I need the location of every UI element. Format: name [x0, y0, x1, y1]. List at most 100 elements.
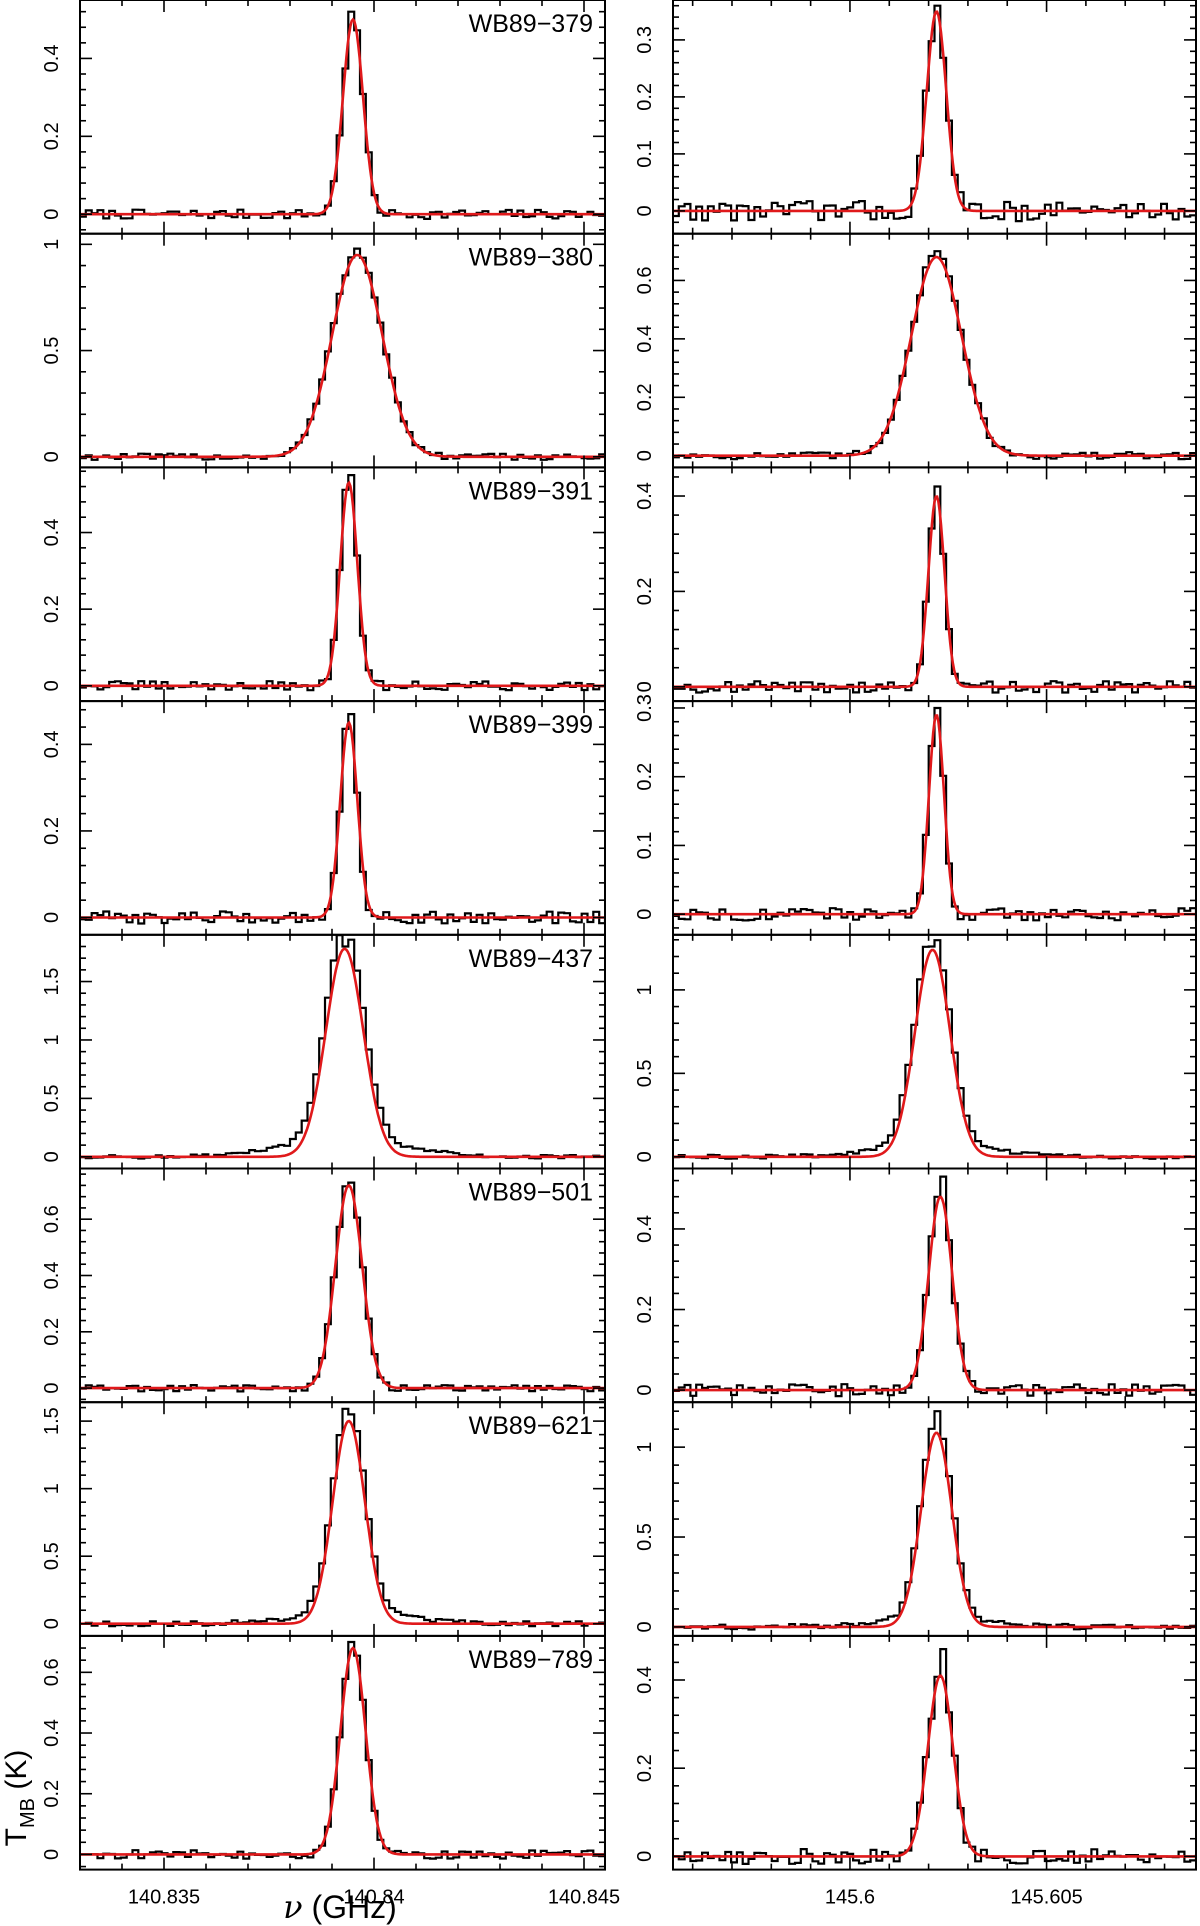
spectrum-histogram	[673, 250, 1196, 461]
y-tick-label: 0.4	[634, 325, 656, 353]
panel-right: 0 0.2 0.4	[634, 1167, 1197, 1404]
y-tick-label: 0.4	[634, 1666, 656, 1694]
panel-right: 0 0.1 0.2 0.3	[634, 0, 1197, 235]
source-label: WB89−391	[469, 477, 593, 505]
y-tick-label: 0.4	[41, 730, 63, 758]
y-tick-label: 0	[634, 909, 656, 920]
y-tick-label: 1.5	[41, 1407, 63, 1435]
gaussian-fit-line	[80, 1183, 605, 1390]
gaussian-fit-line	[80, 947, 605, 1159]
y-tick-label: 0.4	[41, 45, 63, 73]
x-tick-label: 145.6	[825, 1887, 875, 1909]
y-tick-label: 1	[634, 1442, 656, 1453]
y-tick-label: 0.2	[41, 595, 63, 623]
y-tick-label: 0	[41, 1383, 63, 1394]
y-tick-label: 0.5	[634, 1523, 656, 1551]
y-axis-title-sub: MB	[17, 1798, 39, 1828]
x-axis-title-symbol: ν	[283, 1888, 302, 1926]
source-label: WB89−399	[469, 711, 593, 739]
source-label: WB89−379	[469, 10, 593, 38]
y-tick-label: 0.2	[634, 1754, 656, 1782]
gaussian-fit-line	[673, 1195, 1196, 1392]
panel-row-8: 0 0.2 0.4 0.6 WB89−789 0 0.2 0.4	[41, 1634, 1197, 1871]
spectrum-histogram	[80, 1181, 605, 1393]
y-tick-label: 0.2	[41, 817, 63, 845]
y-tick-label: 0.4	[634, 1215, 656, 1243]
y-tick-label: 0.2	[41, 122, 63, 150]
y-tick-label: 0.5	[41, 1542, 63, 1570]
y-tick-label: 0.4	[41, 1262, 63, 1290]
y-tick-label: 0	[634, 450, 656, 461]
spectrum-histogram	[80, 247, 605, 461]
gaussian-fit-line	[673, 948, 1196, 1159]
panel-row-4: 0 0.2 0.4 WB89−399 0 0.1 0.2 0.3	[41, 694, 1197, 936]
gaussian-fit-line	[673, 255, 1196, 457]
panel-left: 0 0.2 0.4 0.6 WB89−789	[41, 1634, 606, 1871]
y-tick-label: 0	[41, 451, 63, 462]
panel-left: 0 0.5 1 1.5 WB89−621	[41, 1401, 606, 1637]
panel-row-6: 0 0.2 0.4 0.6 WB89−501 0 0.2 0.4	[41, 1167, 1197, 1404]
panel-left: 0 0.2 0.4 WB89−391	[41, 466, 606, 703]
gaussian-fit-line	[673, 1674, 1196, 1858]
source-label: WB89−380	[469, 244, 593, 272]
y-tick-label: 0.6	[634, 267, 656, 295]
y-tick-label: 0	[41, 209, 63, 220]
gaussian-fit-line	[80, 253, 605, 459]
spectrum-histogram	[80, 1407, 605, 1628]
y-tick-label: 0.1	[634, 832, 656, 860]
y-tick-label: 1	[41, 239, 63, 250]
panel-right: 0 0.2 0.4	[634, 466, 1197, 703]
x-axis-title-unit: (GHz)	[303, 1889, 397, 1925]
panel-left: 0 0.5 1 WB89−380	[41, 232, 606, 469]
panel-left: 0 0.2 0.4 0.6 WB89−501	[41, 1167, 606, 1404]
source-label: WB89−789	[469, 1646, 593, 1674]
y-tick-label: 1.5	[41, 968, 63, 996]
panel-right: 00.51	[634, 933, 1197, 1170]
y-tick-label: 0.1	[634, 140, 656, 168]
y-tick-label: 1	[41, 1483, 63, 1494]
y-tick-label: 0.2	[41, 1780, 63, 1808]
spectrum-histogram	[80, 1640, 605, 1860]
gaussian-fit-line	[673, 1431, 1196, 1629]
x-tick-label: 140.835	[128, 1887, 200, 1909]
panel-right: 0 0.1 0.2 0.3	[634, 694, 1197, 936]
y-tick-label: 0.4	[41, 1719, 63, 1747]
panel-right: 0 0.2 0.4	[634, 1634, 1197, 1871]
source-label: WB89−437	[469, 945, 593, 973]
panel-left: 0 0.2 0.4 WB89−399	[41, 700, 606, 936]
y-tick-label: 0.2	[634, 83, 656, 111]
x-tick-label: 140.84	[343, 1887, 404, 1909]
panel-right: 0 0.2 0.4 0.6	[634, 232, 1197, 469]
y-tick-label: 0.5	[634, 1059, 656, 1087]
y-tick-label: 0.6	[41, 1205, 63, 1233]
y-tick-label: 0.2	[634, 1296, 656, 1324]
y-tick-label: 0	[41, 1151, 63, 1162]
y-tick-label: 0.3	[634, 694, 656, 722]
panel-row-1: 0 0.2 0.4 WB89−379 0 0.1 0.2 0.3	[41, 0, 1197, 235]
spectrum-histogram	[673, 1175, 1196, 1398]
y-tick-label: 0	[634, 205, 656, 216]
spectrum-histogram	[673, 939, 1196, 1160]
spectrum-histogram	[673, 1410, 1196, 1631]
y-tick-label: 0.2	[634, 577, 656, 605]
panel-left: 0 0.2 0.4 WB89−379	[41, 0, 606, 235]
gaussian-fit-line	[80, 720, 605, 919]
source-label: WB89−621	[469, 1412, 593, 1440]
spectrum-histogram	[673, 706, 1196, 922]
gaussian-fit-line	[80, 1419, 605, 1625]
y-tick-label: 0	[634, 1851, 656, 1862]
y-tick-label: 0.5	[41, 337, 63, 365]
y-tick-label: 0.2	[634, 763, 656, 791]
y-tick-label: 0	[41, 912, 63, 923]
y-tick-label: 0.3	[634, 26, 656, 54]
gaussian-fit-line	[80, 1646, 605, 1856]
y-tick-label: 0.6	[41, 1658, 63, 1686]
panel-row-3: 0 0.2 0.4 WB89−391 0 0.2 0.4	[41, 466, 1197, 703]
gaussian-fit-line	[673, 495, 1196, 689]
y-tick-label: 0.4	[41, 519, 63, 547]
y-tick-label: 0	[41, 1849, 63, 1860]
x-tick-label: 145.605	[1010, 1887, 1082, 1909]
y-tick-label: 0	[41, 1618, 63, 1629]
